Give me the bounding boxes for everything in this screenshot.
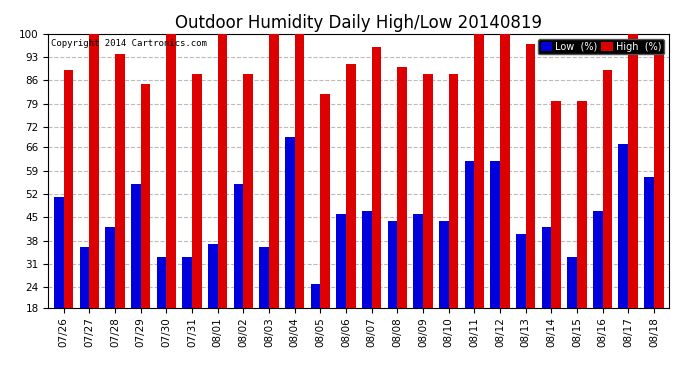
Bar: [362, 211, 372, 308]
Bar: [567, 257, 577, 307]
Bar: [388, 221, 397, 308]
Bar: [526, 44, 535, 308]
Bar: [269, 34, 279, 308]
Bar: [593, 211, 602, 308]
Bar: [602, 70, 612, 308]
Bar: [285, 137, 295, 308]
Bar: [577, 100, 586, 308]
Bar: [208, 244, 217, 308]
Bar: [474, 34, 484, 308]
Bar: [141, 84, 150, 308]
Bar: [654, 44, 664, 308]
Bar: [542, 227, 551, 308]
Bar: [500, 34, 510, 308]
Bar: [295, 34, 304, 308]
Bar: [490, 160, 500, 308]
Bar: [423, 74, 433, 308]
Bar: [439, 221, 449, 308]
Bar: [106, 227, 115, 308]
Bar: [320, 94, 330, 308]
Bar: [551, 100, 561, 308]
Legend: Low  (%), High  (%): Low (%), High (%): [538, 39, 664, 54]
Bar: [217, 34, 228, 308]
Bar: [346, 64, 356, 308]
Bar: [618, 144, 628, 308]
Bar: [244, 74, 253, 308]
Bar: [397, 67, 407, 308]
Bar: [79, 248, 90, 308]
Bar: [259, 248, 269, 308]
Bar: [336, 214, 346, 308]
Bar: [448, 74, 458, 308]
Bar: [413, 214, 423, 308]
Bar: [182, 257, 192, 307]
Bar: [516, 234, 526, 308]
Text: Copyright 2014 Cartronics.com: Copyright 2014 Cartronics.com: [51, 39, 207, 48]
Bar: [234, 184, 244, 308]
Title: Outdoor Humidity Daily High/Low 20140819: Outdoor Humidity Daily High/Low 20140819: [175, 14, 542, 32]
Bar: [464, 160, 474, 308]
Bar: [628, 34, 638, 308]
Bar: [372, 47, 382, 308]
Bar: [115, 54, 125, 307]
Bar: [310, 284, 320, 308]
Bar: [644, 177, 654, 308]
Bar: [166, 34, 176, 308]
Bar: [131, 184, 141, 308]
Bar: [63, 70, 73, 308]
Bar: [54, 197, 63, 308]
Bar: [192, 74, 201, 308]
Bar: [90, 34, 99, 308]
Bar: [157, 257, 166, 307]
